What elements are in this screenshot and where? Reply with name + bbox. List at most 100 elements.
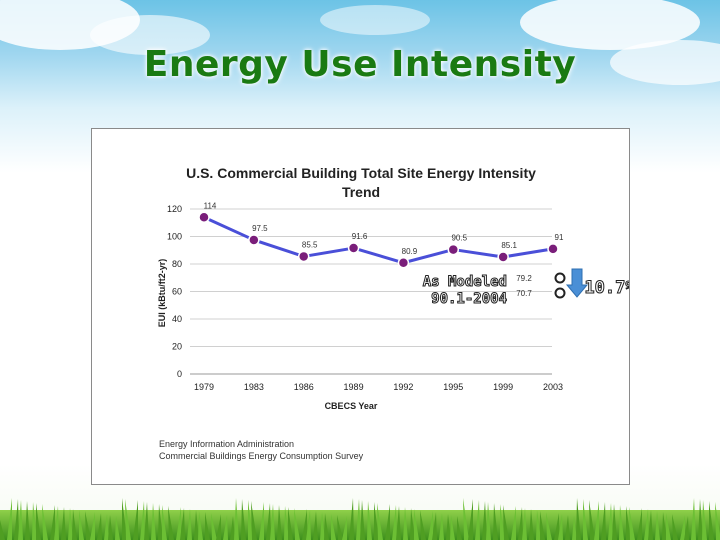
grass-blade	[475, 500, 480, 540]
chart-frame: U.S. Commercial Building Total Site Ener…	[91, 128, 630, 485]
y-tick-label: 20	[172, 342, 182, 352]
data-label: 85.1	[501, 241, 517, 250]
grass-blade	[576, 498, 581, 540]
grass-blade	[612, 504, 617, 540]
grass-blade	[277, 505, 282, 540]
grass-blade	[320, 512, 325, 540]
x-tick-label: 1986	[294, 382, 314, 392]
grass-blade	[360, 500, 365, 540]
grass-blade	[211, 513, 217, 540]
grass-blade	[133, 500, 138, 540]
grass-blade	[205, 512, 210, 540]
grass-blade	[428, 511, 433, 540]
grass-blade	[392, 505, 397, 540]
grass-blade	[151, 503, 156, 540]
line-chart: U.S. Commercial Building Total Site Ener…	[157, 165, 629, 461]
grass-blade	[414, 509, 419, 540]
grass-blade	[715, 502, 720, 540]
data-point	[547, 243, 559, 255]
grass-blade	[85, 511, 91, 540]
y-tick-label: 0	[177, 369, 182, 379]
data-point	[497, 251, 509, 263]
y-tick-label: 100	[167, 232, 182, 242]
grass-blade	[194, 510, 199, 540]
grass-blade	[546, 512, 552, 540]
grass-blade	[518, 507, 523, 540]
data-label: 85.5	[302, 240, 318, 249]
grass-blade	[420, 510, 426, 540]
grass-blade	[342, 516, 347, 540]
y-tick-label: 80	[172, 259, 182, 269]
grass-blade	[637, 508, 642, 540]
modeled-value-label: 70.7	[516, 289, 532, 298]
grass-blade	[601, 502, 606, 540]
grass-blade	[90, 512, 95, 540]
grass-blade	[0, 520, 5, 540]
grass-blade	[629, 507, 635, 540]
x-tick-label: 1999	[493, 382, 513, 392]
grass-blade	[216, 514, 221, 540]
grass-blade	[50, 505, 55, 540]
grass-blade	[54, 506, 59, 540]
chart-gridlines	[190, 208, 552, 375]
data-label: 90.5	[451, 234, 467, 243]
grass-blade	[583, 499, 588, 540]
modeled-marker	[554, 272, 566, 284]
grass-blade	[608, 503, 613, 540]
grass-blade	[187, 509, 192, 540]
x-tick-label: 1995	[443, 382, 463, 392]
grass-blade	[168, 506, 174, 540]
grass-blade	[377, 503, 383, 540]
grass-blade	[503, 505, 509, 540]
grass-blade	[396, 506, 401, 540]
grass-blade	[463, 498, 469, 540]
x-tick-label: 2003	[543, 382, 563, 392]
grass-blade	[324, 513, 329, 540]
grass-blade	[410, 508, 415, 540]
grass-blade	[241, 499, 246, 540]
grass-blade	[198, 511, 203, 540]
source-line-1: Energy Information Administration	[159, 439, 294, 449]
grass-blade	[104, 514, 109, 540]
grass-blade	[644, 509, 649, 540]
chart-title-line-2: Trend	[342, 184, 380, 200]
x-axis-title: CBECS Year	[325, 401, 378, 411]
grass-blade	[288, 507, 293, 540]
data-label: 80.9	[402, 247, 418, 256]
y-axis-title: EUI (kBtu/ft2-yr)	[157, 259, 167, 328]
grass-blade	[79, 510, 84, 540]
grass-blade	[162, 505, 167, 540]
grass-blade	[230, 516, 235, 540]
reduction-arrow-icon	[565, 268, 589, 298]
grass-blade	[270, 504, 275, 540]
grass-blade	[522, 508, 527, 540]
grass-blade	[450, 515, 455, 540]
grass-blade	[176, 507, 181, 540]
cloud-decoration	[610, 40, 720, 85]
grass-blade	[486, 502, 491, 540]
grass-blade	[115, 516, 120, 540]
grass-blade	[313, 511, 318, 540]
grass-blade	[337, 515, 343, 540]
data-point	[347, 242, 360, 254]
grass-blade	[284, 506, 289, 540]
grass-blade	[125, 499, 131, 540]
grass-blade	[25, 501, 30, 540]
grass-blade	[529, 509, 534, 540]
modeled-label-line-1: As Modeled	[423, 274, 507, 290]
y-tick-label: 120	[167, 204, 182, 214]
grass-blade	[180, 508, 185, 540]
grass-blade	[36, 503, 41, 540]
data-label: 91	[555, 233, 564, 242]
grass-blade	[709, 501, 714, 540]
grass-blade	[702, 500, 707, 540]
grass-blade	[306, 510, 311, 540]
grass-blade	[7, 498, 12, 540]
grass-blade	[698, 499, 703, 540]
grass-blade	[536, 510, 541, 540]
grass-blade	[572, 516, 577, 540]
grass-blade	[493, 503, 498, 540]
x-tick-label: 1983	[244, 382, 264, 392]
x-tick-label: 1992	[393, 382, 413, 392]
